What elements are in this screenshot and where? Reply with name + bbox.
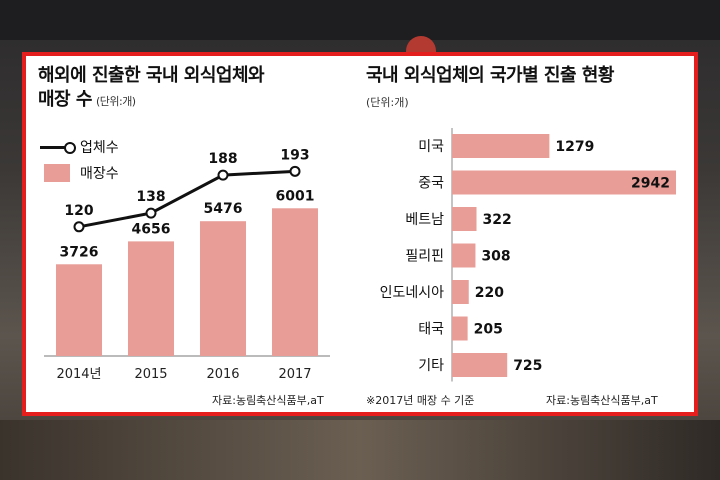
country-bar — [452, 243, 476, 268]
x-tick-label: 2017 — [278, 367, 311, 382]
bar-store-count — [128, 241, 174, 356]
bar-value-label: 220 — [475, 285, 504, 301]
bar-store-count — [56, 264, 102, 356]
bar-value-label: 322 — [483, 212, 512, 228]
left-unit-label: (단위:개) — [95, 95, 136, 108]
bar-value-label: 2942 — [631, 176, 670, 192]
category-label: 태국 — [418, 322, 444, 338]
country-bar — [452, 170, 676, 195]
left-panel: 해외에 진출한 국내 외식업체와 매장 수 (단위:개) 업체수 매장수 3726… — [26, 56, 346, 412]
line-point — [145, 207, 157, 219]
category-label: 베트남 — [405, 212, 444, 228]
bar-value-label: 6001 — [276, 188, 315, 204]
country-bar — [452, 353, 508, 377]
category-label: 인도네시아 — [380, 285, 445, 301]
right-note: ※2017년 매장 수 기준 — [366, 394, 475, 407]
line-point — [217, 169, 229, 181]
right-source: 자료:농림축산식품부,aT — [546, 394, 658, 407]
country-bar — [452, 280, 469, 304]
left-legend: 업체수 매장수 — [40, 136, 119, 188]
left-combo-chart: 3726 2014년 4656 2015 5476 2016 6001 2017 120 138 1… — [44, 147, 330, 382]
bar-store-count — [200, 221, 246, 356]
bar-legend-swatch — [44, 164, 70, 182]
left-source: 자료:농림축산식품부,aT — [212, 394, 324, 407]
legend-item-line: 업체수 — [40, 136, 119, 158]
bar-store-count — [272, 208, 318, 356]
left-title-line2: 매장 수 — [38, 89, 92, 110]
x-tick-label: 2016 — [206, 367, 239, 382]
country-bar — [452, 207, 477, 231]
x-tick-label: 2014년 — [56, 367, 101, 382]
bar-value-label: 308 — [481, 249, 510, 265]
bar-value-label: 725 — [513, 358, 542, 374]
left-chart-title: 해외에 진출한 국내 외식업체와 매장 수 (단위:개) — [38, 64, 265, 114]
line-company-count — [78, 169, 296, 229]
legend-line-label: 업체수 — [80, 140, 119, 156]
left-title-line1: 해외에 진출한 국내 외식업체와 — [38, 65, 265, 86]
bar-value-label: 1279 — [555, 139, 594, 155]
right-chart-title: 국내 외식업체의 국가별 진출 현황 — [366, 65, 614, 86]
country-bar — [452, 134, 550, 158]
line-legend-swatch — [40, 141, 76, 154]
background-wall — [0, 420, 720, 480]
x-tick-label: 2015 — [134, 367, 167, 382]
line-point — [73, 221, 85, 233]
right-bar-chart: 미국 1279 중국 2942 베트남 322 필리핀 308 인도네시아 220 태국 205 기타 7… — [380, 128, 676, 382]
line-value-label: 188 — [208, 151, 237, 167]
category-label: 필리핀 — [405, 249, 444, 265]
legend-item-bar: 매장수 — [40, 162, 119, 184]
bar-value-label: 3726 — [60, 244, 99, 260]
category-label: 미국 — [418, 139, 444, 155]
right-panel: 국내 외식업체의 국가별 진출 현황 (단위:개) 미국 1279 중국 2942 베트… — [356, 56, 696, 412]
country-bar — [452, 316, 468, 341]
right-unit-label: (단위:개) — [366, 96, 409, 109]
category-label: 중국 — [418, 176, 444, 192]
bar-value-label: 205 — [474, 322, 503, 338]
category-label: 기타 — [418, 358, 444, 374]
bar-value-label: 5476 — [204, 201, 243, 217]
line-value-label: 138 — [136, 189, 165, 205]
background-ceiling — [0, 0, 720, 40]
bar-value-label: 4656 — [132, 221, 171, 237]
legend-bar-label: 매장수 — [80, 166, 119, 182]
infographic-frame: 해외에 진출한 국내 외식업체와 매장 수 (단위:개) 업체수 매장수 3726… — [22, 52, 698, 416]
line-value-label: 120 — [64, 203, 93, 219]
line-point — [289, 165, 301, 177]
line-value-label: 193 — [280, 147, 309, 163]
